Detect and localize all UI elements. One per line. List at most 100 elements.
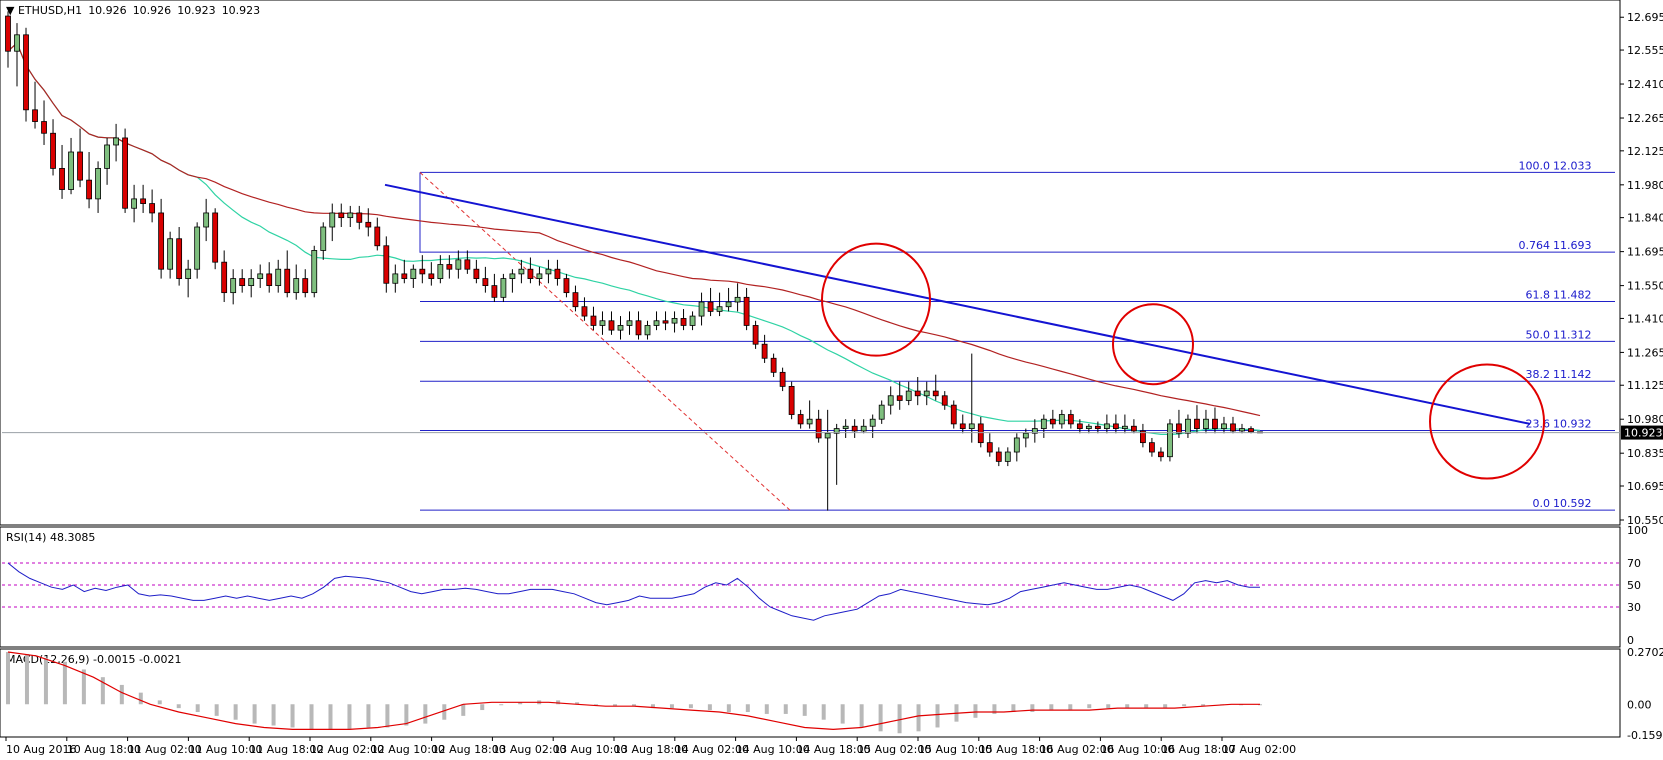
bullish-candle-body: [500, 278, 507, 298]
ohlc-low: 10.923: [177, 4, 216, 17]
candle: [1194, 405, 1200, 434]
candle: [23, 27, 29, 122]
time-tick-label: 16 Aug 10:00: [1100, 743, 1174, 756]
fib-level-price: 11.482: [1553, 289, 1592, 302]
bullish-candle-body: [671, 318, 678, 324]
macd-histogram-bar: [916, 704, 921, 732]
candle: [986, 433, 993, 457]
candle: [248, 269, 255, 298]
candle: [1058, 409, 1065, 429]
bullish-candle-body: [1185, 418, 1191, 434]
ohlc-high: 10.926: [133, 4, 172, 17]
bearish-candle-body: [383, 245, 390, 284]
bullish-candle-body: [1058, 414, 1065, 425]
rsi-tick-label: 70: [1627, 557, 1641, 570]
candle: [284, 250, 291, 298]
time-tick-label: 11 Aug 18:00: [249, 743, 323, 756]
bearish-candle-body: [176, 238, 183, 279]
bullish-candle-body: [410, 268, 417, 279]
macd-histogram-bar: [480, 704, 485, 711]
bearish-candle-body: [815, 418, 822, 439]
dropdown-arrow-icon[interactable]: ▼: [6, 4, 18, 17]
candle: [131, 184, 138, 223]
candle: [1022, 428, 1029, 448]
bearish-candle-body: [1149, 442, 1155, 453]
bullish-candle-body: [1040, 418, 1047, 429]
bearish-candle-body: [572, 292, 579, 308]
bullish-candle-body: [329, 212, 336, 228]
price-tick-label: 11.410: [1627, 312, 1663, 325]
bearish-candle-body: [977, 423, 984, 444]
candle: [374, 217, 381, 251]
candle: [617, 316, 624, 340]
bullish-candle-body: [320, 226, 327, 251]
candle: [1067, 409, 1074, 429]
candle: [455, 250, 462, 279]
bearish-candle-body: [959, 423, 966, 429]
candle: [545, 259, 552, 284]
time-tick-label: 13 Aug 18:00: [614, 743, 688, 756]
bullish-candle-body: [455, 259, 462, 270]
candle: [1140, 423, 1146, 448]
bullish-candle-body: [968, 423, 975, 429]
candle: [491, 273, 498, 303]
highlight-circle: [821, 242, 931, 357]
candle: [806, 400, 813, 429]
candle: [86, 152, 92, 209]
candle: [257, 264, 264, 288]
macd-histogram-bar: [1087, 704, 1092, 709]
macd-histogram-bar: [859, 704, 864, 728]
bearish-candle-body: [1130, 425, 1137, 432]
symbol-header: ▼ ETHUSD,H1 10.926 10.926 10.923 10.923: [6, 4, 260, 17]
candle: [311, 245, 318, 298]
candle: [41, 100, 47, 145]
bullish-candle-body: [1167, 423, 1173, 458]
time-tick-label: 12 Aug 18:00: [432, 743, 506, 756]
macd-histogram-bar: [6, 652, 10, 705]
candle: [221, 250, 228, 303]
candle: [1121, 414, 1128, 434]
macd-histogram-bar: [1163, 704, 1168, 709]
current-price-box: [1621, 425, 1663, 440]
time-tick-label: 11 Aug 10:00: [188, 743, 262, 756]
bullish-candle-body: [905, 390, 912, 401]
candle: [473, 259, 480, 284]
price-tick-label: 10.695: [1627, 480, 1663, 493]
macd-histogram-bar: [24, 653, 29, 705]
bullish-candle-body: [545, 268, 552, 275]
macd-histogram-bar: [1182, 704, 1187, 707]
candle: [176, 227, 183, 286]
rsi-indicator: 100 70 50 30 0: [2, 524, 1648, 647]
bullish-candle-body: [878, 404, 885, 420]
price-tick-label: 10.550: [1627, 514, 1663, 527]
candle: [1112, 414, 1119, 434]
bearish-candle-body: [59, 168, 65, 190]
macd-histogram-bar: [499, 704, 504, 706]
bullish-candle-body: [509, 273, 516, 279]
candle: [635, 311, 642, 340]
macd-histogram-bar: [176, 704, 181, 709]
candle: [887, 386, 894, 415]
candle: [797, 409, 804, 429]
macd-histogram-bar: [423, 704, 428, 724]
macd-title: MACD(12,26,9) -0.0015 -0.0021: [6, 653, 181, 666]
candle: [1076, 419, 1083, 434]
candle: [338, 203, 345, 228]
candle: [851, 419, 858, 438]
candle: [896, 381, 903, 410]
candle: [50, 119, 56, 176]
candle: [5, 11, 11, 68]
bullish-candle-body: [1031, 428, 1038, 434]
bullish-candle-body: [1221, 423, 1227, 429]
candle: [905, 381, 912, 406]
candle: [599, 311, 606, 335]
macd-histogram-bar: [366, 704, 371, 728]
bearish-candle-body: [446, 264, 453, 270]
descending-trend-line[interactable]: [384, 183, 1531, 425]
bearish-candle-body: [563, 278, 570, 294]
bullish-candle-body: [833, 428, 840, 434]
macd-histogram-bar: [575, 702, 580, 705]
fib-level-ratio: 38.2: [1526, 368, 1551, 381]
fibonacci-retracement[interactable]: 100.0 12.033 0.764 11.693 61.8 11.482 50.0 11.3…: [419, 159, 1615, 511]
